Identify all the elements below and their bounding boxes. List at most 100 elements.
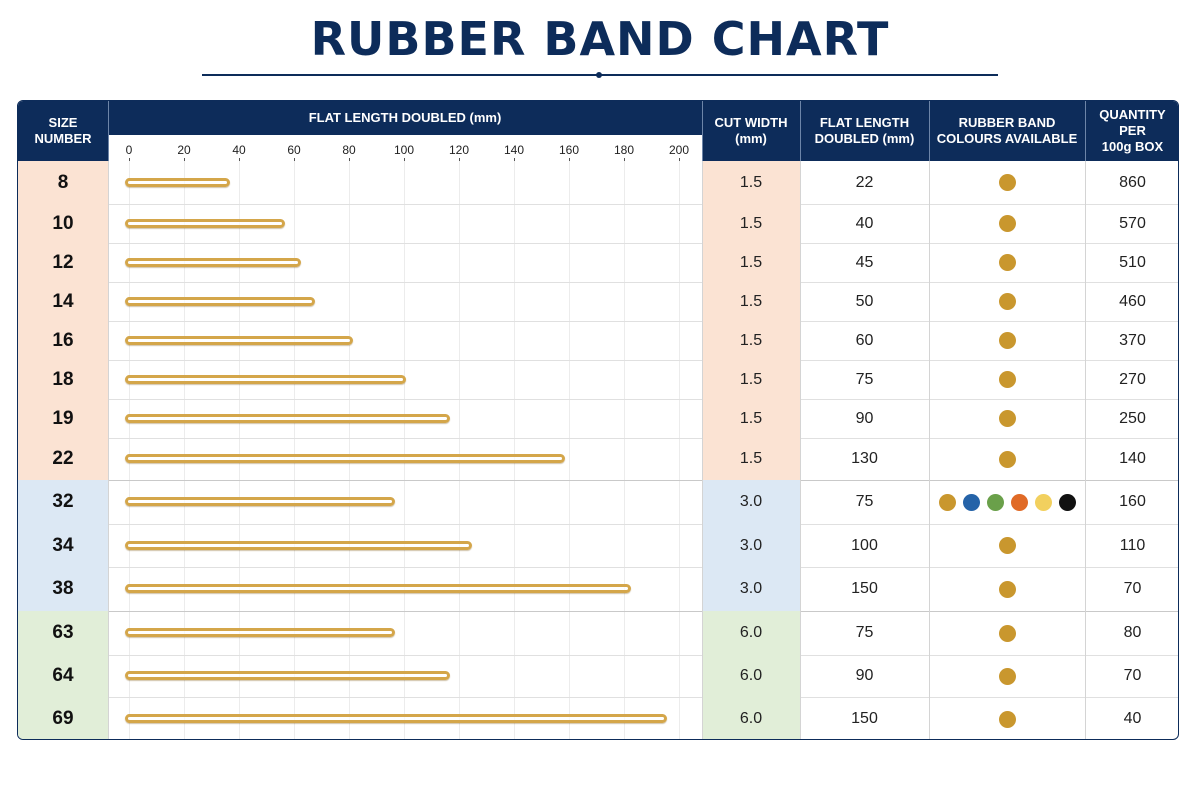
rubber-band-bar bbox=[125, 671, 450, 680]
x-tick-label: 180 bbox=[613, 143, 635, 157]
quantity-cell: 370 bbox=[1119, 331, 1146, 349]
x-tick-label: 200 bbox=[668, 143, 690, 157]
rubber-band-table: SIZE NUMBER FLAT LENGTH DOUBLED (mm) CUT… bbox=[17, 100, 1179, 740]
row-divider bbox=[18, 655, 1178, 656]
quantity-cell: 510 bbox=[1119, 253, 1146, 271]
colour-swatch-tan bbox=[998, 371, 1016, 388]
colour-swatch-group bbox=[998, 215, 1016, 232]
table-row: 8 1.5 22 860 bbox=[18, 161, 1178, 204]
colour-swatch-group bbox=[998, 624, 1016, 642]
colours-cell bbox=[929, 399, 1085, 438]
row-divider bbox=[18, 697, 1178, 698]
flat-length-cell: 100 bbox=[851, 536, 878, 554]
colour-swatch-group bbox=[998, 410, 1016, 427]
colour-swatch-group bbox=[998, 174, 1016, 191]
x-tick-mark bbox=[294, 158, 295, 161]
colour-swatch-tan bbox=[998, 410, 1016, 427]
cut-width-cell: 1.5 bbox=[702, 282, 800, 321]
cut-width-cell: 1.5 bbox=[702, 360, 800, 399]
rubber-band-bar bbox=[125, 257, 301, 267]
column-divider bbox=[108, 161, 109, 739]
x-gridline bbox=[624, 161, 625, 739]
x-tick-label: 20 bbox=[177, 143, 191, 157]
colours-cell bbox=[929, 567, 1085, 611]
row-divider bbox=[18, 524, 1178, 525]
header-divider bbox=[1085, 101, 1086, 161]
row-divider bbox=[18, 243, 1178, 244]
table-row: 69 6.0 150 40 bbox=[18, 697, 1178, 739]
x-gridline bbox=[239, 161, 240, 739]
flat-length-cell: 90 bbox=[855, 409, 874, 427]
x-tick-label: 140 bbox=[503, 143, 525, 157]
x-gridline bbox=[569, 161, 570, 739]
cut-width-cell: 6.0 bbox=[702, 611, 800, 655]
quantity-cell: 460 bbox=[1119, 292, 1146, 310]
rubber-band-bar bbox=[125, 584, 631, 593]
header-bar-label: FLAT LENGTH DOUBLED (mm) bbox=[308, 110, 502, 125]
table-row: 16 1.5 60 370 bbox=[18, 321, 1178, 360]
flat-length-cell: 50 bbox=[855, 292, 874, 310]
cut-width-cell: 1.5 bbox=[702, 243, 800, 282]
column-divider bbox=[1085, 161, 1086, 739]
x-tick-mark bbox=[239, 158, 240, 161]
table-row: 64 6.0 90 70 bbox=[18, 655, 1178, 697]
colour-swatch-tan bbox=[998, 624, 1016, 642]
rubber-band-bar bbox=[125, 218, 285, 228]
header-size-cell: SIZE NUMBER bbox=[18, 101, 108, 161]
rubber-band-bar bbox=[125, 177, 230, 187]
x-gridline bbox=[294, 161, 295, 739]
colour-swatch-yellow bbox=[1034, 493, 1052, 511]
table-row: 38 3.0 150 70 bbox=[18, 567, 1178, 611]
flat-length-cell: 45 bbox=[855, 253, 874, 271]
x-tick-label: 100 bbox=[393, 143, 415, 157]
x-gridline bbox=[514, 161, 515, 739]
colour-swatch-group bbox=[998, 293, 1016, 310]
x-tick-mark bbox=[184, 158, 185, 161]
colour-swatch-tan bbox=[998, 710, 1016, 728]
quantity-cell: 40 bbox=[1123, 710, 1142, 727]
row-divider bbox=[18, 399, 1178, 400]
colour-swatch-tan bbox=[998, 174, 1016, 191]
size-number-cell: 18 bbox=[18, 360, 108, 399]
flat-length-cell: 75 bbox=[855, 493, 874, 510]
size-number-cell: 8 bbox=[18, 161, 108, 204]
size-number-cell: 32 bbox=[18, 480, 108, 524]
colour-swatch-group bbox=[998, 371, 1016, 388]
rubber-band-bar bbox=[125, 628, 395, 637]
chart-title: RUBBER BAND CHART bbox=[310, 12, 890, 66]
x-tick-mark bbox=[404, 158, 405, 161]
colour-swatch-tan bbox=[998, 254, 1016, 271]
row-divider bbox=[18, 321, 1178, 322]
x-tick-mark bbox=[349, 158, 350, 161]
flat-length-cell: 150 bbox=[851, 710, 878, 727]
table-row: 12 1.5 45 510 bbox=[18, 243, 1178, 282]
header-quantity-cell: QUANTITY PER 100g BOX bbox=[1085, 101, 1178, 161]
table-row: 32 3.0 75 160 bbox=[18, 480, 1178, 524]
colours-cell bbox=[929, 438, 1085, 480]
rubber-band-bar bbox=[125, 497, 395, 506]
header-divider bbox=[929, 101, 930, 161]
colour-swatch-tan bbox=[998, 667, 1016, 685]
header-colours-cell: RUBBER BAND COLOURS AVAILABLE bbox=[929, 101, 1085, 161]
cut-width-cell: 6.0 bbox=[702, 697, 800, 739]
cut-width-cell: 3.0 bbox=[702, 567, 800, 611]
quantity-cell: 860 bbox=[1119, 173, 1146, 191]
row-divider bbox=[18, 360, 1178, 361]
size-number-cell: 16 bbox=[18, 321, 108, 360]
size-number-cell: 19 bbox=[18, 399, 108, 438]
colour-swatch-tan bbox=[998, 580, 1016, 598]
size-number-cell: 34 bbox=[18, 524, 108, 567]
table-row: 18 1.5 75 270 bbox=[18, 360, 1178, 399]
x-gridline bbox=[404, 161, 405, 739]
size-number-cell: 10 bbox=[18, 204, 108, 243]
colour-swatch-group bbox=[938, 493, 1076, 511]
column-divider bbox=[929, 161, 930, 739]
size-number-cell: 38 bbox=[18, 567, 108, 611]
table-row: 10 1.5 40 570 bbox=[18, 204, 1178, 243]
colours-cell bbox=[929, 204, 1085, 243]
colour-swatch-group bbox=[998, 667, 1016, 685]
row-divider bbox=[18, 480, 1178, 481]
size-number-cell: 14 bbox=[18, 282, 108, 321]
x-gridline bbox=[349, 161, 350, 739]
size-number-cell: 22 bbox=[18, 438, 108, 480]
